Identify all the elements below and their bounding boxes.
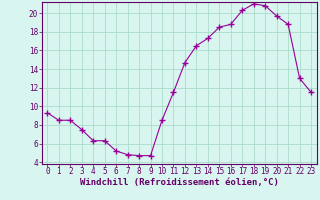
X-axis label: Windchill (Refroidissement éolien,°C): Windchill (Refroidissement éolien,°C) [80, 178, 279, 187]
